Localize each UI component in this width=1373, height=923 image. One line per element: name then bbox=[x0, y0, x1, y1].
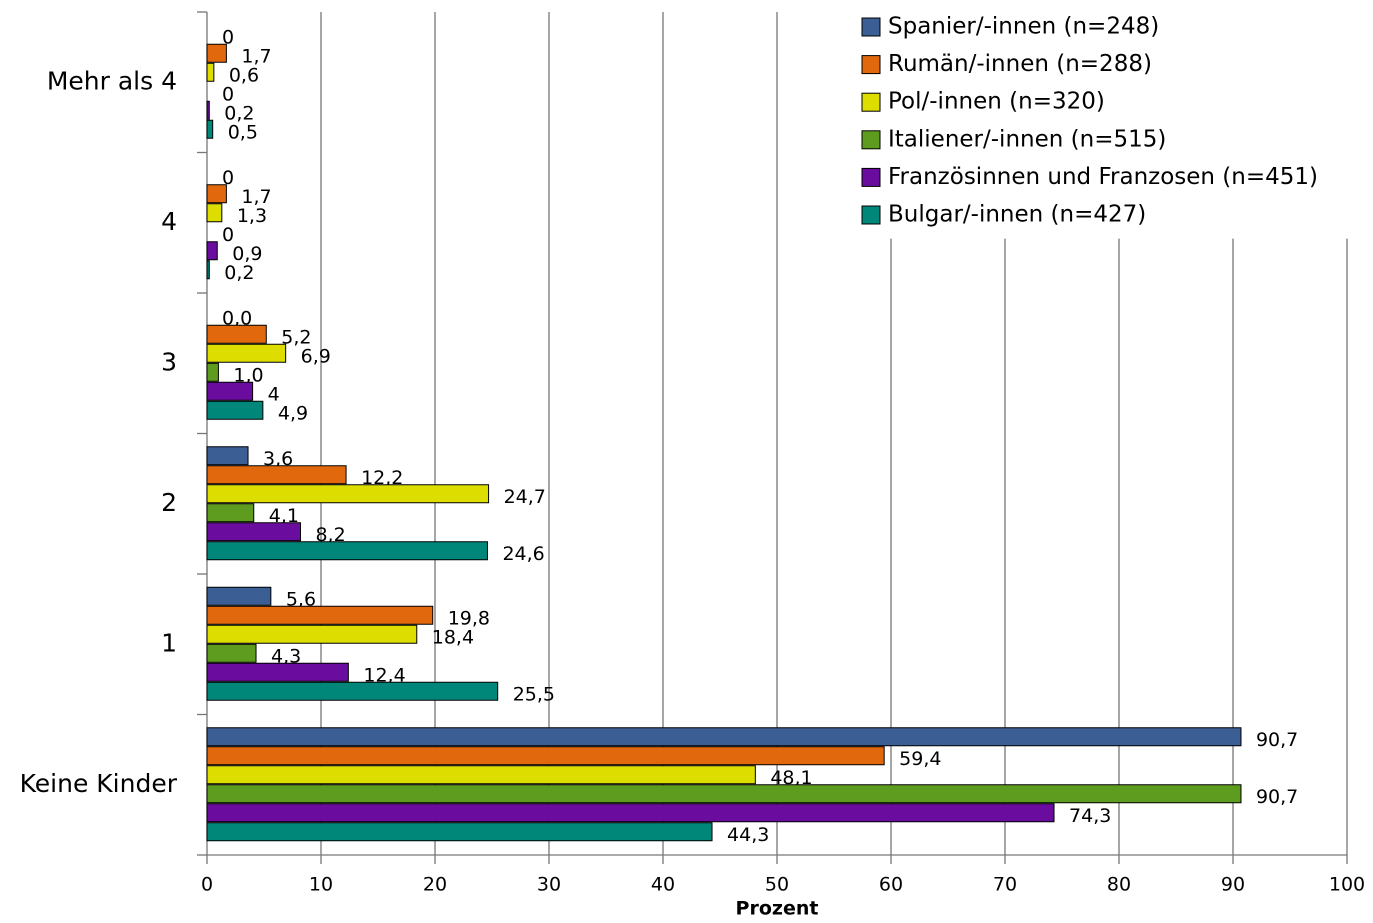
legend-swatch bbox=[861, 17, 881, 37]
data-label: 0,6 bbox=[229, 64, 259, 86]
data-label: 1,0 bbox=[233, 364, 263, 386]
legend-swatch bbox=[861, 55, 881, 75]
data-label: 90,7 bbox=[1256, 729, 1298, 751]
y-tick-label: 3 bbox=[161, 347, 177, 376]
x-tick-label: 100 bbox=[1329, 874, 1365, 896]
bar bbox=[206, 446, 249, 466]
legend-label: Bulgar/-innen (n=427) bbox=[888, 202, 1146, 228]
y-tick-label: 4 bbox=[161, 207, 177, 236]
legend-label: Spanier/-innen (n=248) bbox=[888, 14, 1159, 40]
bar bbox=[206, 784, 1242, 804]
data-label: 1,7 bbox=[241, 45, 271, 67]
x-tick-label: 60 bbox=[879, 874, 903, 896]
data-label: 6,9 bbox=[301, 345, 331, 367]
data-label: 59,4 bbox=[899, 748, 941, 770]
x-tick-label: 30 bbox=[537, 874, 561, 896]
data-label: 0,2 bbox=[224, 102, 254, 124]
data-label: 12,2 bbox=[361, 467, 403, 489]
bar bbox=[206, 822, 713, 842]
data-label: 5,6 bbox=[286, 588, 316, 610]
bar bbox=[206, 484, 490, 504]
data-label: 1,3 bbox=[237, 205, 267, 227]
y-tick-label: Keine Kinder bbox=[20, 769, 178, 798]
y-tick-label: 2 bbox=[161, 488, 177, 517]
data-label: 24,6 bbox=[502, 543, 544, 565]
y-tick-label: 1 bbox=[161, 628, 177, 657]
bar bbox=[206, 100, 210, 120]
x-axis-label: Prozent bbox=[736, 898, 819, 920]
bar bbox=[206, 746, 885, 766]
data-label: 12,4 bbox=[363, 664, 405, 686]
bar bbox=[206, 541, 488, 561]
x-tick-label: 40 bbox=[651, 874, 675, 896]
legend-swatch bbox=[861, 130, 881, 150]
bar bbox=[206, 503, 255, 523]
legend-swatch bbox=[861, 92, 881, 112]
data-label: 0,2 bbox=[224, 262, 254, 284]
bar bbox=[206, 43, 227, 63]
data-label: 0 bbox=[222, 26, 234, 48]
bar bbox=[206, 381, 254, 401]
bar bbox=[206, 586, 272, 606]
bar bbox=[206, 522, 301, 542]
x-tick-label: 10 bbox=[309, 874, 333, 896]
data-label: 90,7 bbox=[1256, 786, 1298, 808]
bar bbox=[206, 727, 1242, 747]
data-label: 0,5 bbox=[228, 121, 258, 143]
bar bbox=[206, 62, 215, 82]
data-label: 0 bbox=[222, 83, 234, 105]
x-tick-label: 0 bbox=[201, 874, 213, 896]
bar bbox=[206, 605, 434, 625]
data-label: 0 bbox=[222, 224, 234, 246]
bar bbox=[206, 184, 227, 204]
bar bbox=[206, 643, 257, 663]
data-label: 1,7 bbox=[241, 186, 271, 208]
x-tick-label: 70 bbox=[993, 874, 1017, 896]
data-label: 5,2 bbox=[281, 326, 311, 348]
bar bbox=[206, 624, 418, 644]
bar bbox=[206, 662, 349, 682]
x-tick-label: 20 bbox=[423, 874, 447, 896]
legend-swatch bbox=[861, 167, 881, 187]
y-tick-label: Mehr als 4 bbox=[47, 66, 177, 95]
bar bbox=[206, 803, 1055, 823]
data-label: 25,5 bbox=[513, 683, 555, 705]
bar bbox=[206, 343, 287, 363]
bar bbox=[206, 119, 214, 139]
data-label: 74,3 bbox=[1069, 805, 1111, 827]
legend-background bbox=[852, 9, 1368, 239]
bar bbox=[206, 203, 223, 223]
legend-label: Italiener/-innen (n=515) bbox=[888, 126, 1166, 152]
bar bbox=[206, 362, 219, 382]
bar bbox=[206, 260, 210, 280]
bar bbox=[206, 765, 756, 785]
legend-swatch bbox=[861, 205, 881, 225]
x-tick-label: 90 bbox=[1221, 874, 1245, 896]
bar bbox=[206, 241, 218, 261]
data-label: 4,9 bbox=[278, 402, 308, 424]
data-label: 0,9 bbox=[232, 243, 262, 265]
legend-label: Rumän/-innen (n=288) bbox=[888, 51, 1152, 77]
data-label: 44,3 bbox=[727, 824, 769, 846]
data-label: 0 bbox=[222, 167, 234, 189]
bar bbox=[206, 681, 499, 701]
legend-label: Französinnen und Franzosen (n=451) bbox=[888, 164, 1318, 190]
data-label: 18,4 bbox=[432, 626, 474, 648]
data-label: 19,8 bbox=[448, 607, 490, 629]
bar bbox=[206, 465, 347, 485]
data-label: 24,7 bbox=[504, 486, 546, 508]
data-label: 3,6 bbox=[263, 448, 293, 470]
data-label: 0,0 bbox=[222, 307, 252, 329]
data-label: 4 bbox=[268, 383, 280, 405]
x-tick-label: 50 bbox=[765, 874, 789, 896]
data-label: 8,2 bbox=[315, 524, 345, 546]
legend-label: Pol/-innen (n=320) bbox=[888, 89, 1105, 115]
data-label: 48,1 bbox=[770, 767, 812, 789]
x-tick-label: 80 bbox=[1107, 874, 1131, 896]
bar bbox=[206, 324, 267, 344]
data-label: 4,1 bbox=[269, 505, 299, 527]
data-label: 4,3 bbox=[271, 645, 301, 667]
bar bbox=[206, 400, 264, 420]
